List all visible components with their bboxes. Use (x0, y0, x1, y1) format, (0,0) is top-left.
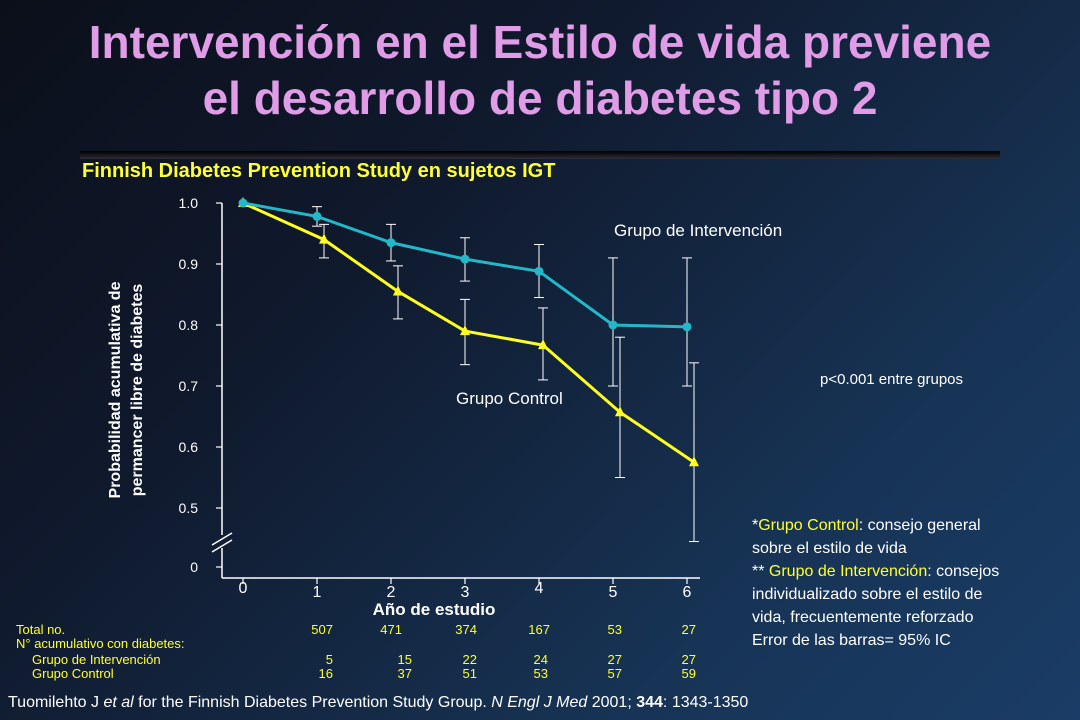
table-control-cell: 51 (462, 666, 477, 681)
table-total-cell: 167 (528, 622, 550, 637)
y-tick-label: 0.8 (179, 317, 199, 333)
note-asterisk: * (752, 517, 759, 534)
table-intervention-cell: 24 (533, 652, 548, 667)
control-point (615, 406, 625, 417)
control-point (538, 339, 548, 350)
note-line-1: *Grupo Control: consejo general (752, 514, 1052, 537)
table-intervention-cell: 15 (397, 652, 412, 667)
title-line-1: Intervención en el Estilo de vida previe… (88, 16, 992, 68)
y-tick-label: 0 (190, 559, 198, 575)
x-tick-label: 5 (609, 584, 618, 601)
x-tick-label: 0 (239, 580, 248, 597)
table-intervention-cell: 22 (462, 652, 477, 667)
chart-subtitle: Finnish Diabetes Prevention Study en suj… (82, 160, 556, 182)
x-axis-label: Año de estudio (373, 600, 496, 619)
title-divider-bar (80, 151, 1000, 159)
x-tick-label: 4 (535, 580, 544, 597)
note-intervention-highlight: Grupo de Intervención (768, 563, 928, 580)
table-cumulative-label: N° acumulativo con diabetes: (16, 636, 185, 651)
citation-group: for the Finnish Diabetes Prevention Stud… (133, 694, 492, 711)
y-axis-label-line-2: permancer libre de diabetes (129, 284, 146, 497)
intervention-point (386, 238, 396, 248)
citation-pages: : 1343-1350 (662, 694, 749, 711)
x-tick-label: 1 (313, 584, 322, 601)
note-line-2: sobre el estilo de vida (752, 540, 907, 557)
note-control-text: : consejo general (858, 517, 981, 534)
table-total-cell: 374 (455, 622, 477, 637)
table-intervention-cell: 27 (681, 652, 696, 667)
intervention-point (238, 198, 248, 208)
note-intervention-text: : consejos (927, 563, 1000, 580)
table-intervention-label: Grupo de Intervención (32, 652, 161, 667)
slide-title: Intervención en el Estilo de vida previe… (0, 14, 1080, 126)
x-tick-label: 2 (387, 584, 396, 601)
citation-etal: et al (103, 694, 134, 711)
note-line-5: vida, frecuentemente reforzado (752, 609, 974, 626)
note-line-4: individualizado sobre el estilo de (752, 586, 983, 603)
intervention-point (460, 254, 470, 264)
table-intervention-cell: 5 (325, 652, 333, 667)
y-tick-label: 0.5 (179, 500, 199, 516)
y-tick-label: 0.7 (179, 378, 199, 394)
y-tick-label: 1.0 (179, 195, 199, 211)
control-point (393, 285, 403, 296)
citation-journal: N Engl J Med (491, 694, 588, 711)
intervention-point (682, 322, 692, 332)
y-axis-label-line-1: Probabilidad acumulativa de (107, 281, 124, 498)
table-intervention-cell: 27 (607, 652, 622, 667)
x-tick-label: 6 (683, 584, 692, 601)
table-total-label: Total no. (16, 622, 66, 637)
note-line-6: Error de las barras= 95% IC (752, 632, 951, 649)
p-value-note: p<0.001 entre grupos (820, 371, 964, 388)
note-line-3: ** Grupo de Intervención: consejos (752, 560, 1052, 583)
intervention-point (534, 266, 544, 276)
citation: Tuomilehto J et al for the Finnish Diabe… (8, 694, 748, 712)
control-point (689, 456, 699, 467)
y-tick-label: 0.6 (179, 439, 199, 455)
table-control-cell: 16 (318, 666, 333, 681)
table-total-cell: 507 (311, 622, 333, 637)
table-total-cell: 471 (380, 622, 402, 637)
note-double-asterisk: ** (752, 563, 769, 580)
table-control-cell: 57 (607, 666, 622, 681)
group-definitions-note: *Grupo Control: consejo general sobre el… (752, 514, 1052, 652)
control-point (319, 233, 329, 244)
note-control-highlight: Grupo Control (758, 517, 859, 534)
citation-year: 2001; (587, 694, 637, 711)
table-control-cell: 53 (533, 666, 548, 681)
table-control-cell: 37 (397, 666, 412, 681)
table-control-cell: 59 (681, 666, 696, 681)
intervention-annotation: Grupo de Intervención (614, 221, 782, 240)
table-total-cell: 27 (681, 622, 696, 637)
title-line-2: el desarrollo de diabetes tipo 2 (202, 72, 878, 124)
table-control-label: Grupo Control (32, 666, 114, 681)
citation-volume: 344 (636, 694, 663, 711)
table-total-cell: 53 (607, 622, 622, 637)
control-point (460, 325, 470, 336)
citation-authors: Tuomilehto J (8, 694, 104, 711)
axis-break-mark (211, 539, 233, 553)
x-tick-label: 3 (461, 584, 470, 601)
intervention-point (312, 211, 322, 221)
axis-break-mark (211, 532, 233, 546)
y-tick-label: 0.9 (179, 256, 199, 272)
control-annotation: Grupo Control (456, 389, 563, 408)
intervention-point (608, 320, 618, 330)
